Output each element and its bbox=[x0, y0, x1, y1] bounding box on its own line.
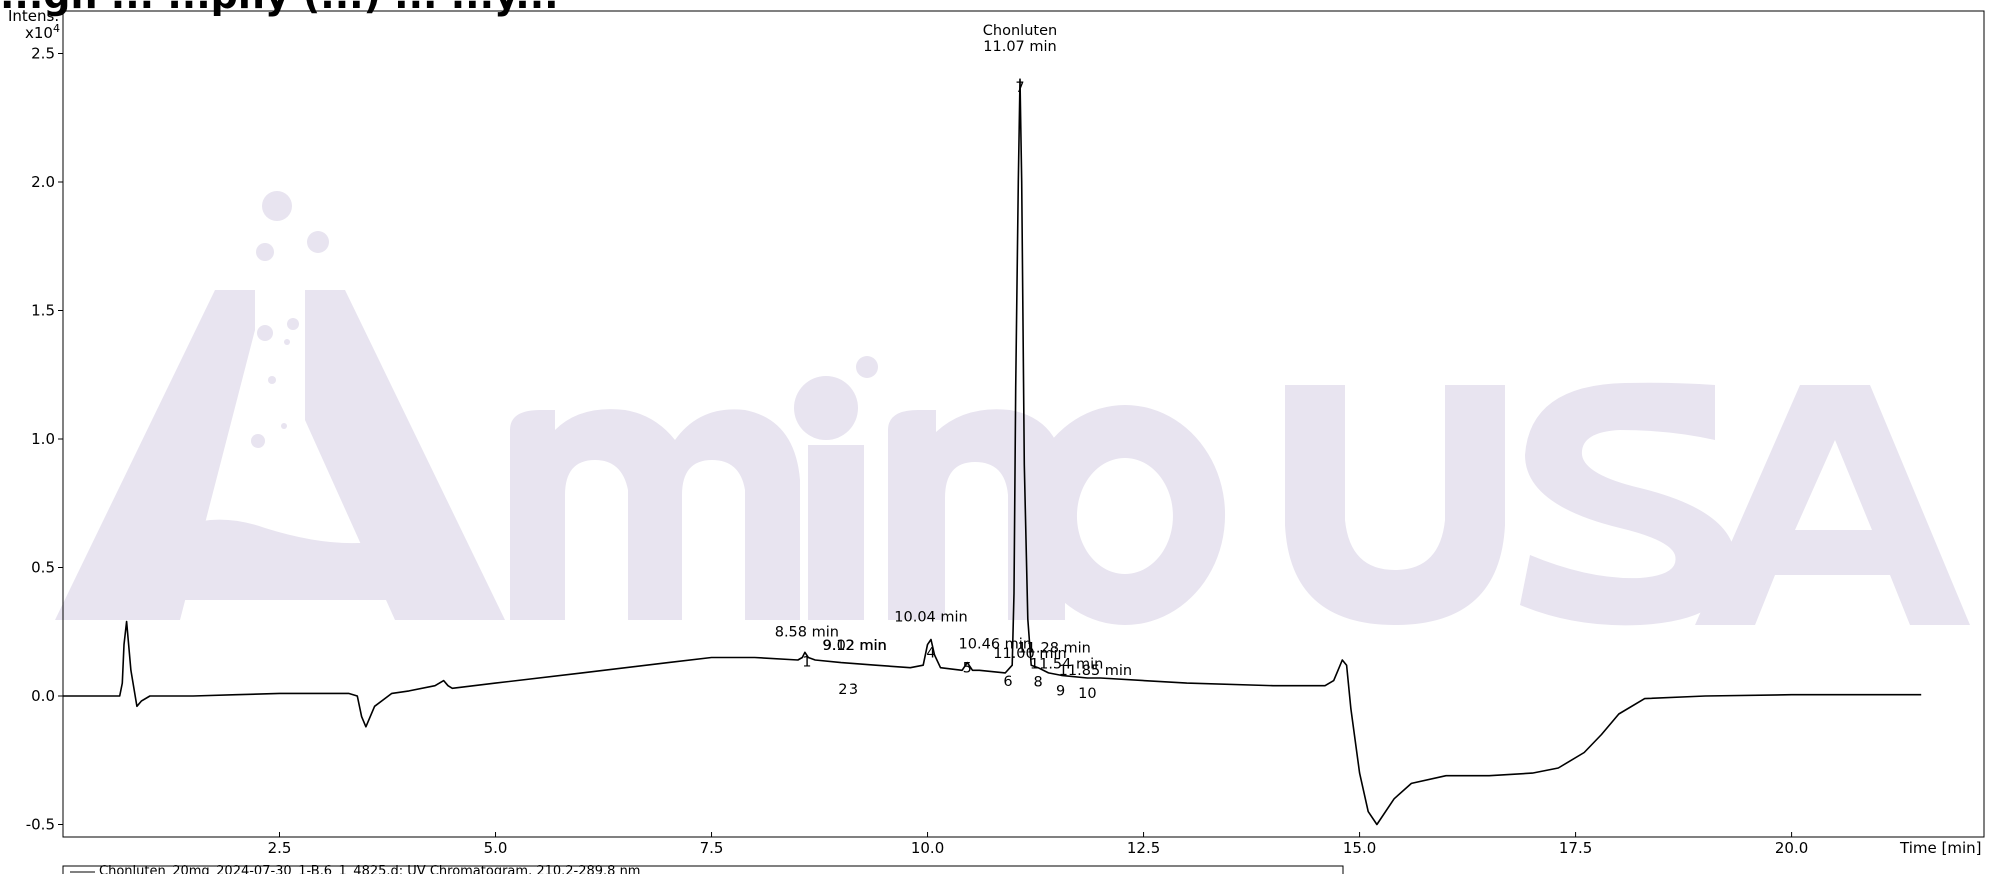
peak-number-label: 1 bbox=[802, 654, 811, 670]
traces bbox=[63, 78, 1922, 826]
y-multiplier-exponent: 4 bbox=[53, 22, 60, 35]
peak-time-label: 11.28 min bbox=[1017, 641, 1090, 657]
peak-annotation-10: 11.85 min 10 bbox=[1059, 663, 1132, 702]
legend-entry: Chonluten_20mg_2024-07-30_1-B,6_1_4825.d… bbox=[99, 864, 640, 874]
x-tick-label: 12.5 bbox=[1127, 839, 1160, 857]
series-line bbox=[63, 78, 1922, 826]
peak-number-label: 2 bbox=[838, 682, 847, 698]
peak-annotation-5: 10.46 min 5 bbox=[959, 637, 1032, 677]
legend-box bbox=[62, 865, 1344, 874]
y-tick-label: 0.5 bbox=[31, 559, 55, 577]
peak-number-label: 6 bbox=[1003, 674, 1012, 690]
x-tick-label: 20.0 bbox=[1775, 839, 1808, 857]
peak-time-label: 9.02 min bbox=[823, 638, 887, 654]
peak-annotation-6: 11.00 min 6 bbox=[993, 646, 1066, 690]
peak-time-label: 10.46 min bbox=[959, 637, 1032, 653]
y-tick-label: 0.0 bbox=[31, 687, 55, 705]
peak-number-label: 5 bbox=[963, 661, 972, 677]
peak-number-label: 9 bbox=[1056, 683, 1065, 699]
x-axis: 2.5 5.0 7.5 10.0 12.5 15.0 17.5 20.0 bbox=[268, 832, 1808, 857]
x-tick-label: 10.0 bbox=[911, 839, 944, 857]
peak-number-label: 4 bbox=[926, 645, 935, 661]
y-axis-multiplier: x104 bbox=[25, 22, 60, 42]
x-tick-label: 17.5 bbox=[1559, 839, 1592, 857]
x-tick-label: 15.0 bbox=[1343, 839, 1376, 857]
x-tick-label: 2.5 bbox=[268, 839, 292, 857]
peak-compound-label: Chonluten bbox=[983, 23, 1057, 39]
y-tick-label: 1.0 bbox=[31, 430, 55, 448]
peak-time-label: 11.85 min bbox=[1059, 663, 1132, 679]
y-tick-label: 2.5 bbox=[31, 45, 55, 63]
peak-time-label: 9.12 min bbox=[822, 638, 886, 654]
peak-annotation-9: 11.54 min 9 bbox=[1030, 656, 1103, 699]
peak-number-label: 7 bbox=[1015, 80, 1024, 96]
y-multiplier-base: x10 bbox=[25, 24, 53, 42]
peak-number-label: 3 bbox=[849, 682, 858, 698]
x-axis-label: Time [min] bbox=[1899, 839, 1981, 857]
y-tick-label: 2.0 bbox=[31, 173, 55, 191]
y-axis-label: Intens. bbox=[8, 7, 59, 25]
y-tick-label: -0.5 bbox=[26, 816, 55, 834]
peak-annotation-8: 11.28 min 8 bbox=[1017, 641, 1090, 691]
y-axis: -0.5 0.0 0.5 1.0 1.5 2.0 2.5 bbox=[26, 45, 63, 834]
y-tick-label: 1.5 bbox=[31, 302, 55, 320]
plot-frame bbox=[62, 10, 1985, 838]
peak-annotation-4: 10.04 min 4 bbox=[894, 609, 967, 661]
peak-time-label: 11.00 min bbox=[993, 646, 1066, 662]
watermark-bubble bbox=[262, 191, 292, 221]
x-tick-label: 5.0 bbox=[484, 839, 508, 857]
chart-title: ...gh ... ...phy (...) ... ...y... bbox=[0, 0, 559, 17]
x-tick-label: 7.5 bbox=[700, 839, 724, 857]
peak-annotation-3: 9.12 min 3 bbox=[822, 638, 886, 698]
amino-usa-watermark bbox=[55, 191, 1970, 626]
peak-number-label: 8 bbox=[1034, 675, 1043, 691]
peak-annotation-2: 9.02 min 2 bbox=[823, 638, 887, 698]
peak-time-label: 11.07 min bbox=[983, 39, 1056, 55]
peak-time-label: 11.54 min bbox=[1030, 656, 1103, 672]
peak-number-label: 10 bbox=[1078, 686, 1096, 702]
peak-time-label: 10.04 min bbox=[894, 609, 967, 625]
peak-annotation-1: 8.58 min 1 bbox=[775, 624, 839, 670]
peak-time-label: 8.58 min bbox=[775, 624, 839, 640]
